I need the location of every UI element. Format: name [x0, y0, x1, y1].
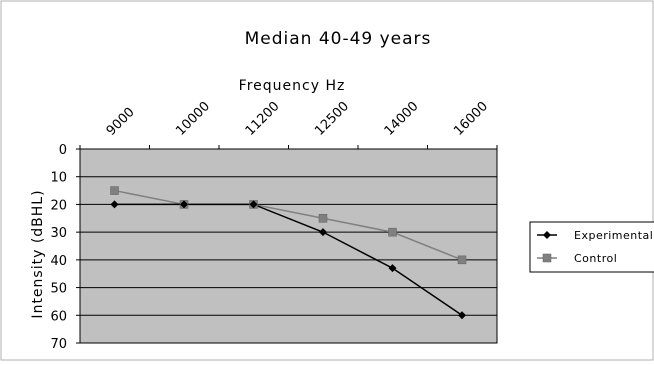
gridlines [76, 148, 497, 344]
series-markers [110, 186, 467, 320]
y-tick-label: 30 [50, 226, 67, 241]
series-line-control [114, 189, 463, 261]
data-point-experimental [249, 200, 258, 209]
y-tick-label: 70 [50, 337, 67, 352]
y-axis-label: Intensity (dBHL) [30, 189, 46, 318]
series-lines [114, 189, 463, 316]
data-point-control [110, 186, 119, 195]
x-axis-label: Frequency Hz [239, 78, 346, 94]
y-tick-label: 20 [50, 198, 67, 213]
data-point-control [388, 227, 397, 237]
y-tick-label: 0 [59, 143, 67, 158]
series-line-experimental [114, 203, 463, 316]
data-point-experimental [388, 264, 397, 273]
data-point-experimental [319, 228, 327, 237]
x-axis-ticks [79, 145, 498, 149]
legend-label-experimental: Experimental [574, 229, 653, 242]
legend-marker-experimental [543, 231, 551, 239]
y-tick-label: 50 [50, 282, 67, 297]
y-tick-label: 60 [50, 309, 67, 324]
chart-title: Median 40-49 years [245, 29, 432, 49]
data-point-experimental [110, 200, 119, 209]
plot-area [79, 148, 498, 344]
data-point-control [457, 255, 467, 265]
y-tick-label: 10 [50, 171, 67, 186]
legend-marker-control [542, 253, 552, 263]
data-point-experimental [180, 200, 188, 209]
data-point-control [318, 214, 328, 223]
y-axis-tick-labels: 0 10 20 30 40 50 60 70 [50, 143, 67, 352]
y-tick-label: 40 [50, 254, 67, 269]
data-point-experimental [458, 311, 466, 320]
legend-box [529, 221, 654, 273]
legend: Experimental Control [529, 221, 654, 273]
legend-label-control: Control [574, 252, 617, 265]
